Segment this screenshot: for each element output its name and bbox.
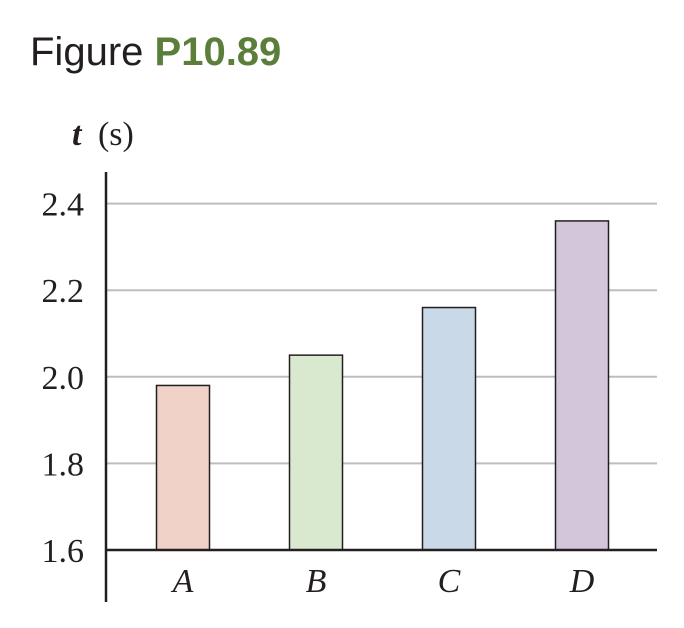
figure-number: P10.89 <box>154 30 282 74</box>
y-axis-variable: t <box>72 116 83 153</box>
y-tick-label: 1.8 <box>42 446 85 483</box>
bars <box>155 220 610 551</box>
bar-c <box>421 306 477 551</box>
x-tick-label: B <box>306 563 327 600</box>
bar-d <box>554 220 610 551</box>
figure-title: Figure P10.89 <box>30 32 281 72</box>
y-tick-label: 2.4 <box>42 187 85 224</box>
figure-label: Figure <box>30 30 144 74</box>
y-axis-label: t (s) <box>72 116 134 153</box>
y-tick-label: 2.0 <box>42 360 85 397</box>
x-tick-label: C <box>438 563 461 600</box>
bar-b <box>288 354 344 551</box>
y-axis-unit: (s) <box>98 116 134 153</box>
axes <box>104 172 657 602</box>
y-tick-label: 2.2 <box>42 273 85 310</box>
tick-labels: 1.6 1.8 2.0 2.2 2.4 A B C D <box>42 187 595 600</box>
bar-a <box>155 384 211 551</box>
x-tick-label: A <box>171 563 194 600</box>
x-tick-label: D <box>569 563 595 600</box>
y-tick-label: 1.6 <box>42 533 85 570</box>
